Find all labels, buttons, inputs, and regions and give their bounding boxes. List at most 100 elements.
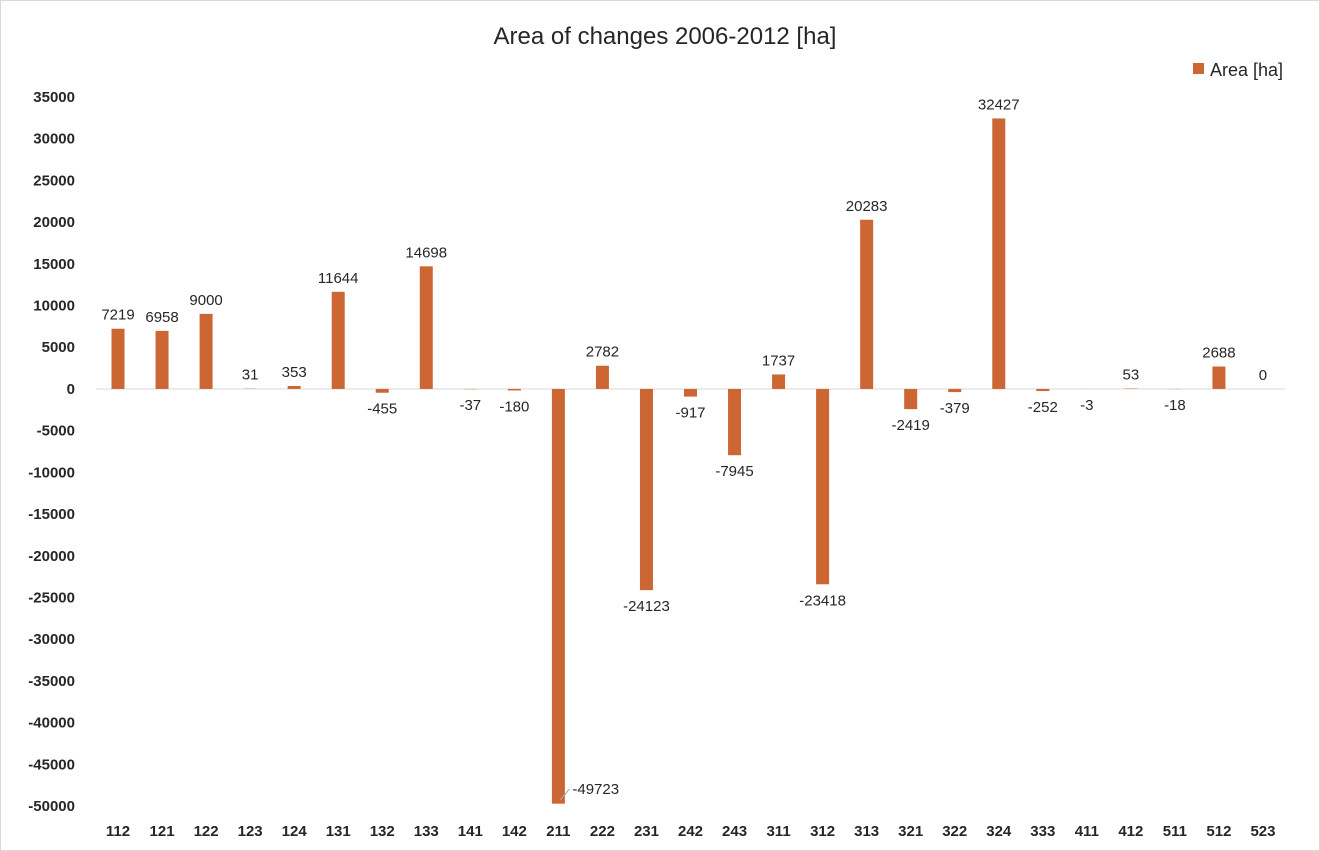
- x-tick-label: 141: [458, 823, 483, 840]
- bar-211: [551, 388, 565, 804]
- data-label-242: -917: [675, 405, 705, 422]
- data-label-322: -379: [940, 400, 970, 417]
- chart-title: Area of changes 2006-2012 [ha]: [494, 23, 837, 50]
- bar-231: [639, 388, 653, 591]
- y-tick-label: -20000: [28, 548, 75, 565]
- y-tick-label: -25000: [28, 589, 75, 606]
- y-tick-label: -10000: [28, 464, 75, 481]
- data-label-312: -23418: [799, 592, 846, 609]
- y-tick-label: 5000: [42, 339, 75, 356]
- y-tick-label: -40000: [28, 715, 75, 732]
- y-axis: 35000 30000 25000 20000 15000 10000 5000 0 -5000…: [28, 89, 75, 815]
- bar-324: [992, 118, 1006, 389]
- bar-311: [772, 374, 786, 389]
- data-label-311: 1737: [762, 352, 795, 369]
- data-label-leader: [560, 788, 570, 801]
- x-tick-label: 243: [722, 823, 747, 840]
- data-label-112: 7219: [101, 307, 134, 324]
- x-tick-label: 211: [546, 823, 570, 840]
- x-tick-label: 411: [1075, 823, 1099, 840]
- bar-242: [684, 388, 697, 397]
- bar-112: [111, 328, 125, 389]
- bar-333: [1036, 388, 1050, 392]
- data-label-324: 32427: [978, 96, 1020, 113]
- data-label-333: -252: [1028, 399, 1058, 416]
- bar-124: [287, 385, 301, 389]
- data-label-243: -7945: [715, 463, 753, 480]
- x-tick-label: 333: [1030, 823, 1055, 840]
- bar-312: [816, 388, 830, 585]
- bars: [111, 118, 1226, 804]
- x-tick-label: 512: [1206, 823, 1231, 840]
- data-label-124: 353: [282, 364, 307, 381]
- data-label-132: -455: [367, 401, 397, 418]
- x-tick-label: 242: [678, 823, 703, 840]
- data-label-321: -2419: [891, 417, 929, 434]
- x-tick-label: 131: [326, 823, 351, 840]
- bar-322: [948, 388, 962, 393]
- bar-222: [595, 365, 609, 389]
- bar-313: [860, 219, 874, 389]
- bar-131: [331, 291, 345, 389]
- x-tick-label: 523: [1250, 823, 1275, 840]
- x-tick-label: 412: [1118, 823, 1143, 840]
- bar-243: [728, 388, 742, 456]
- bar-512: [1212, 366, 1226, 389]
- x-tick-label: 321: [898, 823, 923, 840]
- bar-121: [155, 330, 169, 389]
- data-label-523: 0: [1259, 367, 1267, 384]
- y-tick-label: -35000: [28, 673, 75, 690]
- x-tick-label: 324: [986, 823, 1012, 840]
- data-label-211: -49723: [572, 781, 619, 798]
- x-tick-label: 123: [238, 823, 263, 840]
- x-tick-label: 124: [282, 823, 308, 840]
- y-tick-label: -15000: [28, 506, 75, 523]
- bar-132: [375, 388, 389, 393]
- data-label-121: 6958: [145, 309, 178, 326]
- x-tick-label: 121: [150, 823, 175, 840]
- y-tick-label: 20000: [33, 214, 75, 231]
- y-tick-label: 15000: [33, 256, 75, 273]
- bar-133: [419, 266, 433, 389]
- y-tick-label: 35000: [33, 89, 75, 106]
- y-tick-label: -50000: [28, 798, 75, 815]
- x-tick-label: 311: [766, 823, 790, 840]
- y-tick-label: 10000: [33, 298, 75, 315]
- x-tick-label: 112: [106, 823, 130, 840]
- y-tick-label: -5000: [37, 423, 75, 440]
- bar-142: [507, 388, 521, 391]
- y-tick-label: -45000: [28, 756, 75, 773]
- data-label-123: 31: [242, 367, 259, 384]
- x-tick-label: 222: [590, 823, 615, 840]
- x-axis: 112 121 122 123 124 131 132 133 141 142 211 222 231 2…: [106, 823, 1276, 840]
- legend: Area [ha]: [1193, 60, 1283, 80]
- data-label-142: -180: [499, 398, 529, 415]
- x-tick-label: 312: [810, 823, 835, 840]
- data-label-412: 53: [1123, 366, 1140, 383]
- y-tick-label: 25000: [33, 172, 75, 189]
- x-tick-label: 132: [370, 823, 395, 840]
- x-tick-label: 142: [502, 823, 527, 840]
- legend-label: Area [ha]: [1210, 60, 1283, 80]
- y-tick-label: 30000: [33, 131, 75, 148]
- y-tick-label: -30000: [28, 631, 75, 648]
- x-tick-label: 122: [194, 823, 219, 840]
- data-label-131: 11644: [318, 270, 359, 287]
- x-tick-label: 322: [942, 823, 967, 840]
- data-label-133: 14698: [405, 244, 447, 261]
- bar-122: [199, 313, 213, 389]
- x-tick-label: 231: [634, 823, 659, 840]
- data-label-141: -37: [459, 397, 481, 414]
- data-label-512: 2688: [1202, 345, 1235, 362]
- y-tick-label: 0: [67, 381, 75, 398]
- data-label-411: -3: [1080, 397, 1093, 414]
- data-label-222: 2782: [586, 344, 619, 361]
- legend-swatch: [1193, 63, 1204, 74]
- x-tick-label: 133: [414, 823, 439, 840]
- x-tick-label: 313: [854, 823, 879, 840]
- data-label-231: -24123: [623, 598, 670, 615]
- x-tick-label: 511: [1163, 823, 1187, 840]
